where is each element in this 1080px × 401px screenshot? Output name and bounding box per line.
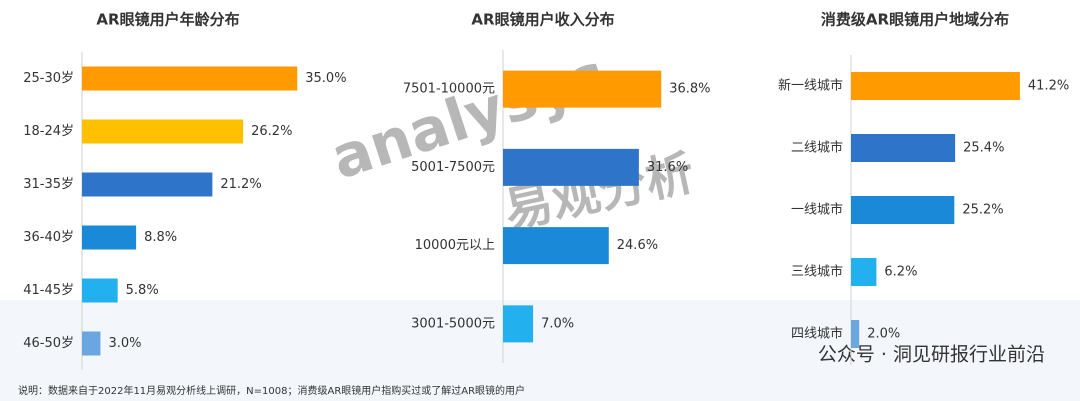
y-tick-label: 36-40岁 <box>23 230 74 245</box>
y-tick-label: 三线城市 <box>791 264 843 280</box>
bar <box>82 331 101 356</box>
bar <box>82 172 213 197</box>
chart-title: AR眼镜用户收入分布 <box>471 11 614 29</box>
wechat-watermark: 公众号 · 洞见研报行业前沿 <box>818 344 1045 366</box>
y-tick-label: 一线城市 <box>791 202 843 218</box>
value-label: 24.6% <box>617 238 658 253</box>
value-label: 26.2% <box>251 124 292 139</box>
background-band <box>0 300 1080 401</box>
value-label: 5.8% <box>126 283 159 298</box>
bar <box>851 134 956 162</box>
bar <box>503 305 534 343</box>
y-tick-label: 四线城市 <box>791 326 843 342</box>
y-tick-label: 46-50岁 <box>23 336 74 351</box>
value-label: 21.2% <box>220 177 261 192</box>
footnote: 说明：数据来自于2022年11月易观分析线上调研，N=1008；消费级AR眼镜用… <box>18 384 525 397</box>
value-label: 3.0% <box>108 336 141 351</box>
bar <box>82 278 118 303</box>
bar <box>851 72 1020 100</box>
bar <box>851 320 860 348</box>
bar <box>82 119 244 144</box>
y-tick-label: 31-35岁 <box>23 177 74 192</box>
value-label: 35.0% <box>305 71 346 86</box>
bar <box>851 258 877 286</box>
value-label: 31.6% <box>647 160 688 175</box>
y-tick-label: 7501-10000元 <box>403 82 495 97</box>
bar <box>503 148 639 186</box>
chart-title: AR眼镜用户年龄分布 <box>96 11 239 29</box>
value-label: 6.2% <box>884 265 917 280</box>
y-tick-label: 5001-7500元 <box>411 160 495 175</box>
y-tick-label: 3001-5000元 <box>411 316 495 331</box>
chart-title: 消费级AR眼镜用户地域分布 <box>821 11 1009 29</box>
y-tick-label: 41-45岁 <box>23 283 74 298</box>
y-tick-label: 10000元以上 <box>415 238 495 253</box>
value-label: 25.2% <box>962 203 1003 218</box>
y-tick-label: 25-30岁 <box>23 71 74 86</box>
bar <box>503 227 609 265</box>
bar <box>82 225 137 250</box>
value-label: 36.8% <box>669 82 710 97</box>
value-label: 7.0% <box>541 316 574 331</box>
y-tick-label: 新一线城市 <box>778 78 843 94</box>
value-label: 41.2% <box>1028 79 1069 94</box>
value-label: 8.8% <box>144 230 177 245</box>
y-tick-label: 二线城市 <box>791 140 843 156</box>
value-label: 2.0% <box>867 327 900 342</box>
bar <box>503 70 662 108</box>
y-tick-label: 18-24岁 <box>23 124 74 139</box>
bar <box>82 66 298 91</box>
value-label: 25.4% <box>963 141 1004 156</box>
bar <box>851 196 955 224</box>
